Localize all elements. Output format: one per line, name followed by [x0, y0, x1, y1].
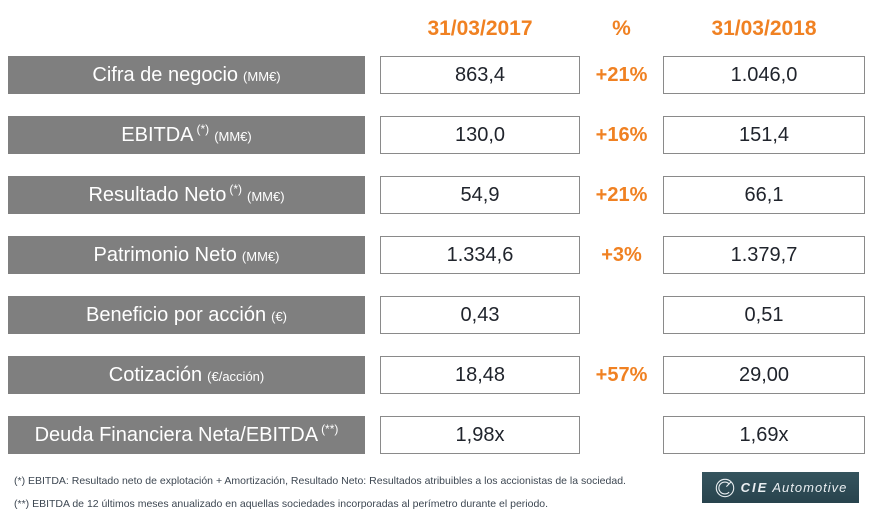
- value-2017: 54,9: [380, 176, 580, 214]
- row-label: EBITDA (*) (MM€): [8, 116, 365, 154]
- table-row-cifra-de-negocio: Cifra de negocio (MM€) 863,4 +21% 1.046,…: [0, 56, 877, 94]
- table-row-beneficio-por-accion: Beneficio por acción (€) 0,43 0,51: [0, 296, 877, 334]
- row-label-text: Deuda Financiera Neta/EBITDA: [34, 423, 319, 446]
- value-2017: 1,98x: [380, 416, 580, 454]
- row-label: Cifra de negocio (MM€): [8, 56, 365, 94]
- metrics-table: Cifra de negocio (MM€) 863,4 +21% 1.046,…: [0, 56, 877, 476]
- row-label-text: Cifra de negocio: [92, 63, 239, 86]
- footnote-2: (**) EBITDA de 12 últimos meses anualiza…: [14, 498, 549, 510]
- row-label-footref: (*): [196, 122, 210, 136]
- row-label-unit: (MM€): [214, 128, 252, 144]
- value-2017: 863,4: [380, 56, 580, 94]
- pct-change: +16%: [595, 123, 648, 146]
- footnotes: (*) EBITDA: Resultado neto de explotació…: [14, 470, 626, 516]
- pct-change: +21%: [595, 183, 648, 206]
- logo-brand-rest: Automotive: [772, 480, 848, 495]
- row-label-unit: (€/acción): [207, 368, 265, 384]
- row-label: Resultado Neto (*) (MM€): [8, 176, 365, 214]
- value-2017: 0,43: [380, 296, 580, 334]
- pct-change: [580, 416, 663, 454]
- value-2017: 1.334,6: [380, 236, 580, 274]
- value-2018: 66,1: [663, 176, 865, 214]
- cie-circle-icon: [714, 477, 736, 499]
- row-label-footref: (**): [321, 422, 339, 436]
- table-row-resultado-neto: Resultado Neto (*) (MM€) 54,9 +21% 66,1: [0, 176, 877, 214]
- column-header-percent: %: [612, 17, 631, 40]
- value-2018: 1.046,0: [663, 56, 865, 94]
- value-2018: 1.379,7: [663, 236, 865, 274]
- table-row-deuda-financiera-neta-ebitda: Deuda Financiera Neta/EBITDA (**) 1,98x …: [0, 416, 877, 454]
- row-label-text: Beneficio por acción: [86, 303, 267, 326]
- row-label: Patrimonio Neto (MM€): [8, 236, 365, 274]
- value-2018: 0,51: [663, 296, 865, 334]
- row-label-text: Cotización: [108, 363, 203, 386]
- pct-change: [580, 296, 663, 334]
- row-label: Cotización (€/acción): [8, 356, 365, 394]
- table-row-cotizacion: Cotización (€/acción) 18,48 +57% 29,00: [0, 356, 877, 394]
- table-row-patrimonio-neto: Patrimonio Neto (MM€) 1.334,6 +3% 1.379,…: [0, 236, 877, 274]
- pct-change: +57%: [595, 363, 648, 386]
- row-label-text: Patrimonio Neto: [93, 243, 237, 266]
- cie-automotive-logo: CIE Automotive: [702, 472, 859, 503]
- row-label-footref: (*): [229, 182, 242, 196]
- row-label-unit: (€): [271, 308, 287, 324]
- row-label-text: EBITDA: [121, 123, 194, 146]
- value-2018: 29,00: [663, 356, 865, 394]
- row-label-text: Resultado Neto: [88, 183, 227, 206]
- pct-change: +3%: [601, 243, 642, 266]
- value-2017: 18,48: [380, 356, 580, 394]
- value-2018: 1,69x: [663, 416, 865, 454]
- row-label-unit: (MM€): [247, 188, 285, 204]
- row-label: Deuda Financiera Neta/EBITDA (**): [8, 416, 365, 454]
- footnote-1: (*) EBITDA: Resultado neto de explotació…: [14, 475, 626, 487]
- column-header-2017: 31/03/2017: [427, 17, 533, 40]
- row-label: Beneficio por acción (€): [8, 296, 365, 334]
- logo-wordmark: CIE Automotive: [741, 480, 848, 495]
- column-headers: 31/03/2017 % 31/03/2018: [380, 17, 865, 41]
- table-row-ebitda: EBITDA (*) (MM€) 130,0 +16% 151,4: [0, 116, 877, 154]
- value-2018: 151,4: [663, 116, 865, 154]
- logo-brand-bold: CIE: [740, 480, 769, 495]
- row-label-unit: (MM€): [243, 68, 281, 84]
- pct-change: +21%: [595, 63, 648, 86]
- value-2017: 130,0: [380, 116, 580, 154]
- column-header-2018: 31/03/2018: [711, 17, 817, 40]
- row-label-unit: (MM€): [241, 248, 280, 264]
